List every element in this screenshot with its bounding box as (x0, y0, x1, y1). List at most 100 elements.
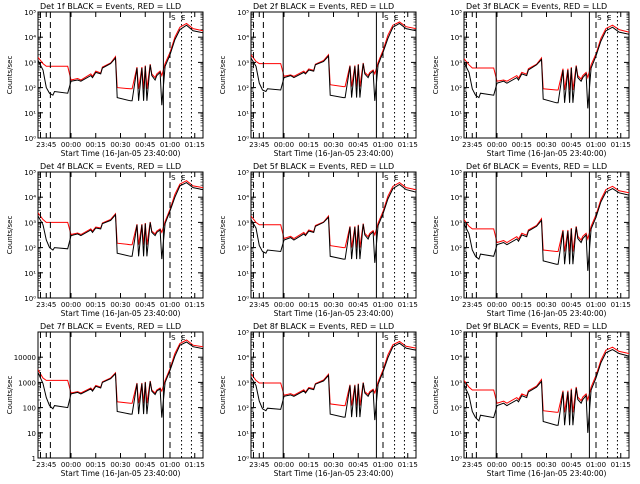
x-axis-label: Start Time (16-Jan-05 23:40:00) (61, 309, 181, 318)
series-events-line (38, 182, 203, 260)
y-tick-label: 10⁰ (450, 135, 462, 143)
x-tick-label: 01:15 (398, 461, 418, 469)
x-tick-label: 01:00 (586, 141, 606, 149)
x-tick-label: 01:15 (398, 141, 418, 149)
y-tick-label: 10⁰ (24, 295, 36, 303)
x-tick-label: 00:00 (274, 461, 294, 469)
y-tick-label: 10² (24, 85, 36, 93)
x-tick-label: 00:00 (274, 301, 294, 309)
y-tick-label: 10⁴ (24, 34, 36, 42)
x-tick-label: 00:15 (512, 461, 532, 469)
x-tick-label: 23:45 (36, 141, 56, 149)
flare-marker-label: S (384, 174, 389, 182)
y-tick-label: 10⁵ (237, 9, 249, 17)
y-tick-label: 10³ (450, 59, 462, 67)
y-tick-label: 10² (237, 405, 249, 413)
y-tick-label: 10⁰ (24, 135, 36, 143)
panel-title: Det 7f BLACK = Events, RED = LLD (40, 322, 181, 331)
x-tick-label: 00:15 (299, 461, 319, 469)
flare-marker-label: E (607, 14, 611, 22)
series-lld-line (464, 346, 629, 413)
detector-panel: Det 1f BLACK = Events, RED = LLD 10⁰ 10¹ 10… (6, 2, 205, 158)
series-lld-line (38, 339, 203, 404)
x-tick-label: 01:00 (160, 301, 180, 309)
detector-panel: Det 6f BLACK = Events, RED = LLD 10⁰ 10¹ 10… (432, 162, 631, 318)
x-tick-label: 00:45 (135, 301, 155, 309)
y-tick-label: 10⁵ (237, 169, 249, 177)
y-tick-label: 10⁵ (24, 9, 36, 17)
flare-marker-label: E (394, 14, 398, 22)
y-tick-label: 10² (450, 405, 462, 413)
panel-title: Det 9f BLACK = Events, RED = LLD (466, 322, 607, 331)
y-tick-label: 10¹ (24, 110, 36, 118)
x-tick-label: 00:15 (86, 301, 106, 309)
detector-panel: Det 7f BLACK = Events, RED = LLD 1 10 100 10… (6, 322, 205, 478)
x-axis-label: Start Time (16-Jan-05 23:40:00) (274, 149, 394, 158)
x-tick-label: 00:45 (348, 141, 368, 149)
panel-title: Det 1f BLACK = Events, RED = LLD (40, 2, 181, 11)
x-tick-label: 23:45 (462, 301, 482, 309)
y-axis-label: Counts/sec (6, 376, 14, 415)
y-tick-label: 10¹ (24, 270, 36, 278)
x-tick-label: 01:15 (185, 301, 205, 309)
flare-marker-label: S (597, 334, 602, 342)
series-lld-line (464, 185, 629, 252)
x-tick-label: 01:00 (586, 461, 606, 469)
y-axis-label: Counts/sec (219, 216, 227, 255)
flare-marker-label: S (171, 174, 176, 182)
x-axis-label: Start Time (16-Jan-05 23:40:00) (61, 469, 181, 478)
x-tick-label: 00:15 (512, 301, 532, 309)
x-tick-label: 00:45 (348, 301, 368, 309)
flare-marker-label: S (597, 174, 602, 182)
x-tick-label: 23:45 (36, 461, 56, 469)
x-tick-label: 00:00 (61, 141, 81, 149)
y-tick-label: 10¹ (237, 270, 249, 278)
x-tick-label: 00:00 (274, 141, 294, 149)
y-tick-label: 10³ (24, 219, 36, 227)
x-tick-label: 23:45 (462, 141, 482, 149)
x-tick-label: 00:15 (299, 301, 319, 309)
x-axis-label: Start Time (16-Jan-05 23:40:00) (487, 149, 607, 158)
flare-marker-label: E (181, 14, 185, 22)
y-axis-label: Counts/sec (432, 216, 440, 255)
x-tick-label: 00:30 (110, 141, 130, 149)
detector-panel: Det 4f BLACK = Events, RED = LLD 10⁰ 10¹ 10… (6, 162, 205, 318)
x-axis-label: Start Time (16-Jan-05 23:40:00) (487, 309, 607, 318)
x-tick-label: 00:00 (487, 301, 507, 309)
x-tick-label: 00:00 (487, 141, 507, 149)
y-axis-label: Counts/sec (6, 216, 14, 255)
x-tick-label: 00:30 (323, 301, 343, 309)
x-tick-label: 00:15 (86, 141, 106, 149)
y-tick-label: 10⁰ (237, 135, 249, 143)
plot-frame (37, 171, 204, 299)
y-tick-label: 10⁰ (237, 455, 249, 463)
y-tick-label: 1 (32, 455, 36, 463)
y-tick-label: 10¹ (450, 110, 462, 118)
series-lld-line (251, 21, 416, 88)
x-tick-label: 00:30 (110, 461, 130, 469)
y-tick-label: 10¹ (450, 270, 462, 278)
y-tick-label: 10⁵ (450, 9, 462, 17)
series-events-line (464, 349, 629, 433)
x-tick-label: 00:30 (110, 301, 130, 309)
series-lld-line (38, 22, 203, 90)
series-lld-line (251, 340, 416, 407)
y-tick-label: 10³ (450, 219, 462, 227)
y-tick-label: 10³ (237, 219, 249, 227)
y-tick-label: 10⁰ (450, 455, 462, 463)
flare-marker-label: S (384, 14, 389, 22)
detector-panel: Det 3f BLACK = Events, RED = LLD 10⁰ 10¹ 10… (432, 2, 631, 158)
x-tick-label: 00:30 (536, 301, 556, 309)
x-tick-label: 00:00 (61, 301, 81, 309)
x-tick-label: 23:45 (36, 301, 56, 309)
y-tick-label: 10000 (14, 354, 36, 362)
series-lld-line (251, 182, 416, 249)
flare-marker-label: S (171, 14, 176, 22)
y-tick-label: 10⁴ (450, 194, 462, 202)
panel-title: Det 2f BLACK = Events, RED = LLD (253, 2, 394, 11)
x-tick-label: 00:30 (536, 141, 556, 149)
flare-marker-label: E (394, 174, 398, 182)
series-events-line (251, 183, 416, 263)
x-axis-label: Start Time (16-Jan-05 23:40:00) (274, 309, 394, 318)
